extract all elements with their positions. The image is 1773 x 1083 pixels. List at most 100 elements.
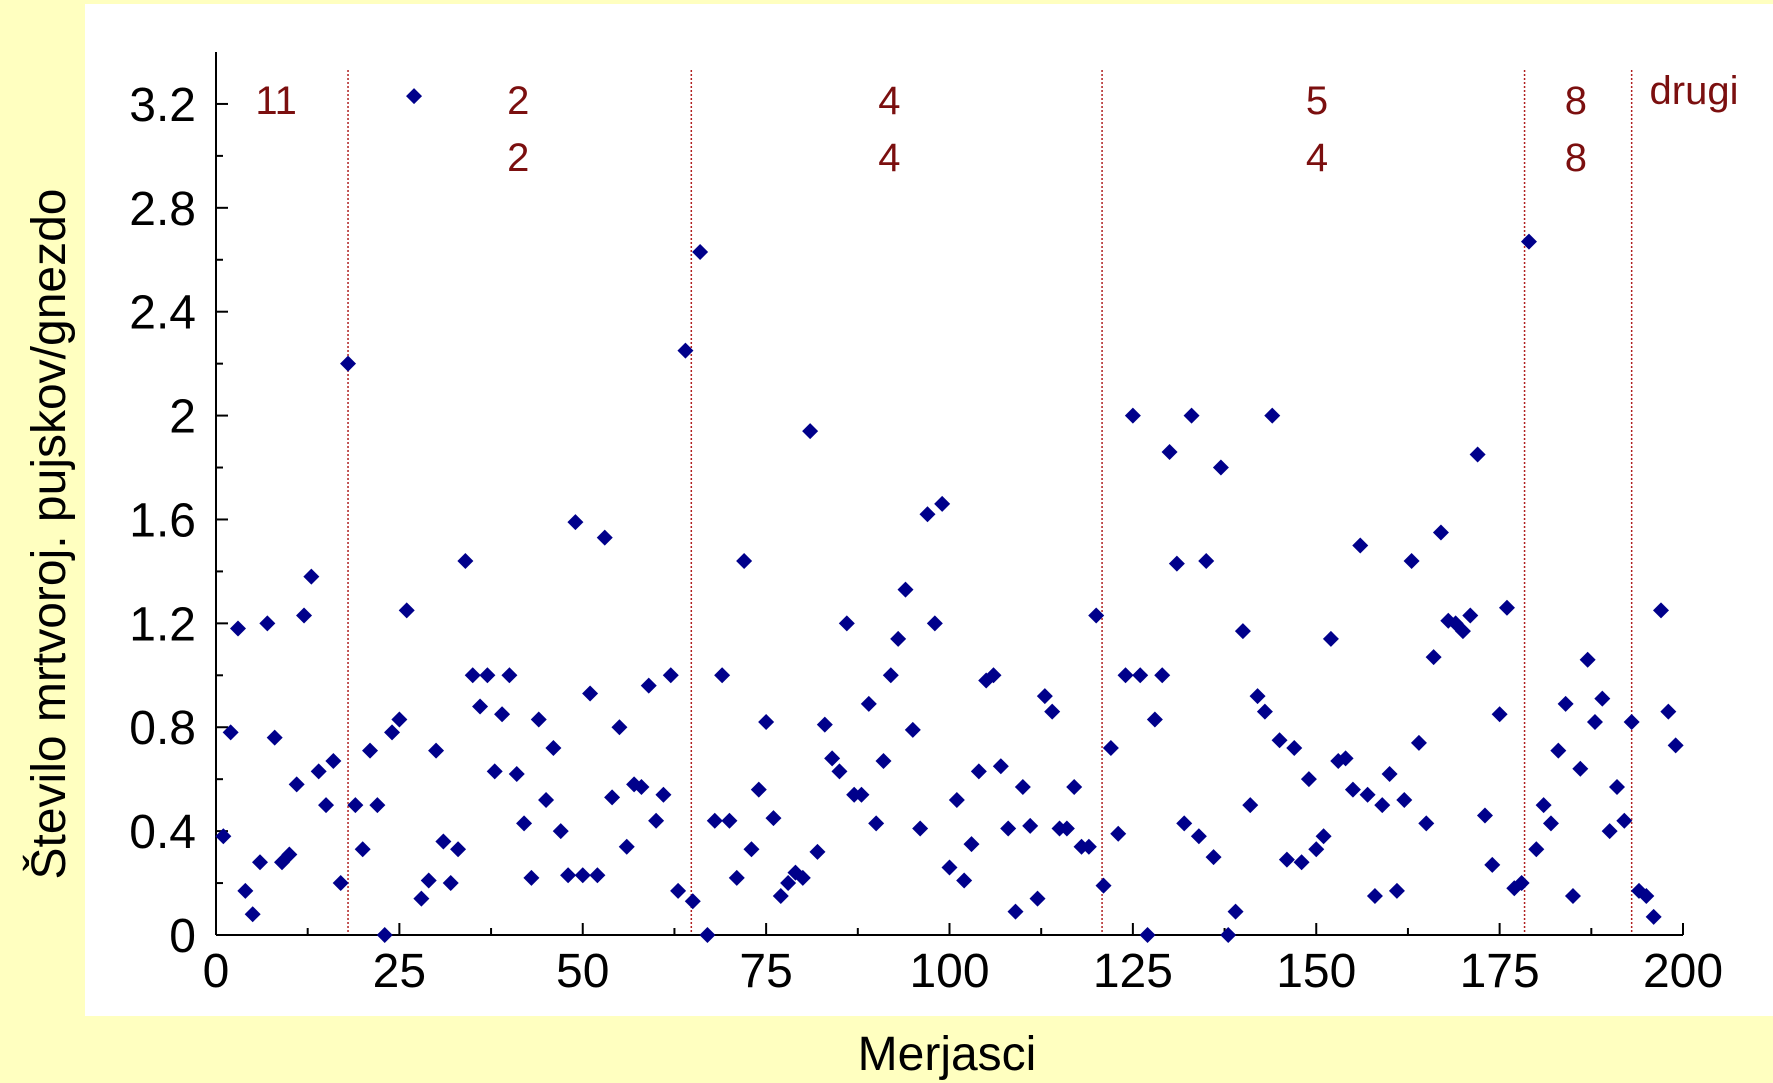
data-point bbox=[1528, 841, 1545, 858]
data-point bbox=[816, 716, 833, 733]
data-point bbox=[347, 797, 364, 814]
data-point bbox=[772, 888, 789, 905]
data-point bbox=[692, 243, 709, 260]
group-label: 8 bbox=[1565, 79, 1587, 123]
data-point bbox=[1462, 607, 1479, 624]
data-point bbox=[494, 706, 511, 723]
data-point bbox=[750, 781, 767, 798]
x-tick-label: 175 bbox=[1460, 945, 1540, 998]
y-tick-label: 3.2 bbox=[129, 79, 196, 132]
data-point bbox=[384, 724, 401, 741]
data-point bbox=[362, 742, 379, 759]
data-point bbox=[1572, 760, 1589, 777]
data-point bbox=[604, 789, 621, 806]
data-point bbox=[1366, 888, 1383, 905]
data-point bbox=[875, 752, 892, 769]
data-point bbox=[970, 763, 987, 780]
data-point bbox=[1146, 711, 1163, 728]
data-point bbox=[662, 667, 679, 684]
data-point bbox=[479, 667, 496, 684]
data-point bbox=[831, 763, 848, 780]
data-point bbox=[237, 882, 254, 899]
data-point bbox=[1154, 667, 1171, 684]
y-tick-label: 1.6 bbox=[129, 494, 196, 547]
data-point bbox=[758, 714, 775, 731]
data-point bbox=[215, 828, 232, 845]
data-point bbox=[1557, 695, 1574, 712]
data-point bbox=[860, 695, 877, 712]
data-point bbox=[912, 820, 929, 837]
data-point bbox=[1293, 854, 1310, 871]
data-point bbox=[794, 869, 811, 886]
data-point bbox=[1088, 607, 1105, 624]
data-point bbox=[736, 553, 753, 570]
data-point bbox=[318, 797, 335, 814]
data-point bbox=[1139, 927, 1156, 943]
data-point bbox=[919, 506, 936, 523]
data-point bbox=[303, 568, 320, 585]
data-point bbox=[1036, 688, 1053, 705]
data-point bbox=[1315, 828, 1332, 845]
data-point bbox=[714, 667, 731, 684]
data-point bbox=[670, 882, 687, 899]
data-point bbox=[1022, 817, 1039, 834]
data-point bbox=[1638, 888, 1655, 905]
data-point bbox=[1264, 407, 1281, 424]
data-point bbox=[985, 667, 1002, 684]
data-point bbox=[1667, 737, 1684, 754]
data-point bbox=[1645, 908, 1662, 925]
data-point bbox=[1066, 778, 1083, 795]
data-point bbox=[457, 553, 474, 570]
data-point bbox=[1388, 882, 1405, 899]
data-point bbox=[1594, 690, 1611, 707]
data-point bbox=[589, 867, 606, 884]
data-point bbox=[882, 667, 899, 684]
data-points bbox=[215, 88, 1684, 943]
y-axis-title: Število mrtvoroj. pujskov/gnezdo bbox=[22, 189, 76, 880]
data-point bbox=[1403, 553, 1420, 570]
data-point bbox=[1491, 706, 1508, 723]
data-point bbox=[1652, 602, 1669, 619]
data-point bbox=[868, 815, 885, 832]
data-point bbox=[1007, 903, 1024, 920]
group-label: 2 bbox=[507, 79, 529, 123]
data-point bbox=[956, 872, 973, 889]
data-point bbox=[1176, 815, 1193, 832]
data-point bbox=[442, 875, 459, 892]
data-point bbox=[450, 841, 467, 858]
data-point bbox=[1286, 740, 1303, 757]
data-point bbox=[1234, 623, 1251, 640]
data-point bbox=[560, 867, 577, 884]
data-point bbox=[1278, 851, 1295, 868]
data-point bbox=[1249, 688, 1266, 705]
data-point bbox=[596, 529, 613, 546]
data-point bbox=[296, 607, 313, 624]
data-point bbox=[1498, 599, 1515, 616]
data-point bbox=[809, 843, 826, 860]
data-point bbox=[222, 724, 239, 741]
group-labels: 11 2 2 4 4 5 4 8 8 drugi bbox=[255, 69, 1738, 180]
x-tick-label: 0 bbox=[203, 945, 230, 998]
data-point bbox=[1520, 233, 1537, 250]
data-point bbox=[244, 906, 261, 923]
data-point bbox=[574, 867, 591, 884]
data-point bbox=[765, 810, 782, 827]
data-point bbox=[633, 778, 650, 795]
data-point bbox=[545, 740, 562, 757]
data-point bbox=[611, 719, 628, 736]
data-point bbox=[802, 423, 819, 440]
group-separators bbox=[347, 70, 1633, 935]
data-point bbox=[1190, 828, 1207, 845]
data-point bbox=[1308, 841, 1325, 858]
data-point bbox=[648, 812, 665, 829]
group-label: 4 bbox=[1306, 136, 1328, 180]
data-point bbox=[1454, 623, 1471, 640]
data-point bbox=[684, 893, 701, 910]
x-tick-label: 100 bbox=[909, 945, 989, 998]
x-axis-title: Merjasci bbox=[858, 1028, 1037, 1081]
data-point bbox=[464, 667, 481, 684]
data-point bbox=[904, 721, 921, 738]
data-point bbox=[332, 875, 349, 892]
data-point bbox=[824, 750, 841, 767]
data-point bbox=[376, 927, 393, 943]
